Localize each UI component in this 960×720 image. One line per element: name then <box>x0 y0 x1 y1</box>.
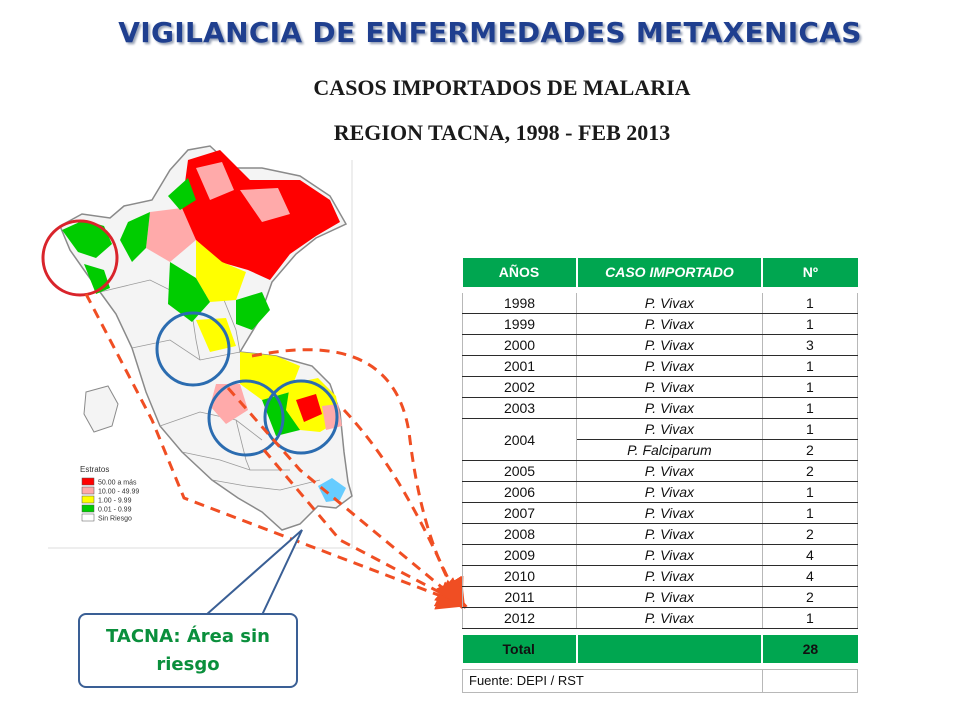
cell-year: 2008 <box>461 523 578 545</box>
cell-number: 2 <box>762 586 859 608</box>
header-number: Nº <box>762 258 858 287</box>
tacna-callout: TACNA: Área sin riesgo <box>78 613 298 688</box>
total-value: 28 <box>762 635 858 663</box>
cell-year: 2011 <box>461 586 578 608</box>
table-row: 2009 P. Vivax 4 <box>461 544 859 566</box>
legend-swatch <box>81 477 95 486</box>
cell-number: 2 <box>762 460 859 482</box>
table-row: 1999 P. Vivax 1 <box>461 313 859 335</box>
cell-number: 1 <box>762 313 859 335</box>
cell-year: 2002 <box>461 376 578 398</box>
table-row: 2003 P. Vivax 1 <box>461 397 859 419</box>
cell-number: 1 <box>762 355 859 377</box>
cell-year: 2010 <box>461 565 578 587</box>
cell-number: 2 <box>762 439 859 461</box>
cell-number: 1 <box>762 607 859 629</box>
table-row: 2006 P. Vivax 1 <box>461 481 859 503</box>
callout-tail <box>203 529 303 616</box>
table-row: 2008 P. Vivax 2 <box>461 523 859 545</box>
total-label: Total <box>462 635 578 663</box>
cell-year: 2001 <box>461 355 578 377</box>
source-row: Fuente: DEPI / RST <box>462 669 859 693</box>
cell-year: 1998 <box>461 293 578 314</box>
table-row: 2005 P. Vivax 2 <box>461 460 859 482</box>
cell-case: P. Vivax <box>576 313 763 335</box>
source-text: Fuente: DEPI / RST <box>462 669 763 693</box>
circle-blue-2 <box>207 379 285 457</box>
cell-year: 2003 <box>461 397 578 419</box>
map-legend: Estratos 50.00 a más 10.00 - 49.99 1.00 - … <box>80 465 139 523</box>
cell-case: P. Vivax <box>576 607 763 629</box>
callout-line-2: riesgo <box>156 654 220 675</box>
table-row: 2011 P. Vivax 2 <box>461 586 859 608</box>
cell-year: 2006 <box>461 481 578 503</box>
cell-case: P. Falciparum <box>576 439 763 461</box>
table-row: 2012 P. Vivax 1 <box>461 607 859 629</box>
cell-number: 1 <box>762 397 859 419</box>
cell-number: 1 <box>762 376 859 398</box>
cell-case: P. Vivax <box>576 397 763 419</box>
legend-swatch <box>81 513 95 522</box>
cell-case: P. Vivax <box>576 523 763 545</box>
cell-case: P. Vivax <box>576 418 763 440</box>
header-case: CASO IMPORTADO <box>576 258 764 287</box>
cell-case: P. Vivax <box>576 293 763 314</box>
cell-number: 1 <box>762 293 859 314</box>
circle-blue-3 <box>263 379 339 455</box>
cell-case: P. Vivax <box>576 376 763 398</box>
table-row: 2000 P. Vivax 3 <box>461 334 859 356</box>
cell-number: 1 <box>762 502 859 524</box>
table-row: 2004 P. Vivax 1 <box>461 418 859 461</box>
circle-red-tumbes <box>41 219 119 297</box>
page-title: VIGILANCIA DE ENFERMEDADES METAXENICAS <box>118 16 862 49</box>
cell-case: P. Vivax <box>576 334 763 356</box>
table-row: 2007 P. Vivax 1 <box>461 502 859 524</box>
subtitle-region: REGION TACNA, 1998 - FEB 2013 <box>333 120 671 145</box>
legend-label: Sin Riesgo <box>98 516 132 523</box>
cell-case: P. Vivax <box>576 355 763 377</box>
cell-number: 1 <box>762 481 859 503</box>
table-row: 2001 P. Vivax 1 <box>461 355 859 377</box>
cell-case: P. Vivax <box>576 502 763 524</box>
imported-cases-table: AÑOS CASO IMPORTADO Nº 1998 P. Vivax 1 1999… <box>461 258 859 693</box>
cell-number: 1 <box>762 418 859 440</box>
cell-year: 2000 <box>461 334 578 356</box>
cell-case: P. Vivax <box>576 460 763 482</box>
cell-year: 2007 <box>461 502 578 524</box>
total-empty <box>576 635 764 663</box>
header-years: AÑOS <box>462 258 578 287</box>
callout-line-1: TACNA: Área sin <box>106 626 270 647</box>
source-empty <box>762 669 859 693</box>
legend-swatch <box>81 495 95 504</box>
legend-label: 1.00 - 9.99 <box>98 498 132 505</box>
table-row: 2010 P. Vivax 4 <box>461 565 859 587</box>
cell-number: 4 <box>762 544 859 566</box>
cell-year: 2004 <box>461 418 578 461</box>
circle-blue-1 <box>155 311 231 387</box>
cell-year: 2009 <box>461 544 578 566</box>
dashed-arrows <box>84 293 468 610</box>
legend-title: Estratos <box>80 465 109 474</box>
cell-year: 1999 <box>461 313 578 335</box>
cell-case: P. Vivax <box>576 544 763 566</box>
legend-label: 50.00 a más <box>98 480 137 487</box>
cell-case: P. Vivax <box>576 565 763 587</box>
table-row: 1998 P. Vivax 1 <box>461 293 859 314</box>
legend-swatch <box>81 486 95 495</box>
table-row: 2002 P. Vivax 1 <box>461 376 859 398</box>
cell-number: 2 <box>762 523 859 545</box>
table-row: P. Falciparum 2 <box>463 439 859 461</box>
cell-year: 2005 <box>461 460 578 482</box>
legend-label: 10.00 - 49.99 <box>98 489 139 496</box>
subtitle-cases: CASOS IMPORTADOS DE MALARIA <box>313 75 691 100</box>
cell-case: P. Vivax <box>576 481 763 503</box>
legend-label: 0.01 - 0.99 <box>98 507 132 514</box>
total-row: Total 28 <box>462 635 858 663</box>
cell-year: 2012 <box>461 607 578 629</box>
cell-case: P. Vivax <box>576 586 763 608</box>
legend-swatch <box>81 504 95 513</box>
cell-number: 3 <box>762 334 859 356</box>
cell-number: 4 <box>762 565 859 587</box>
